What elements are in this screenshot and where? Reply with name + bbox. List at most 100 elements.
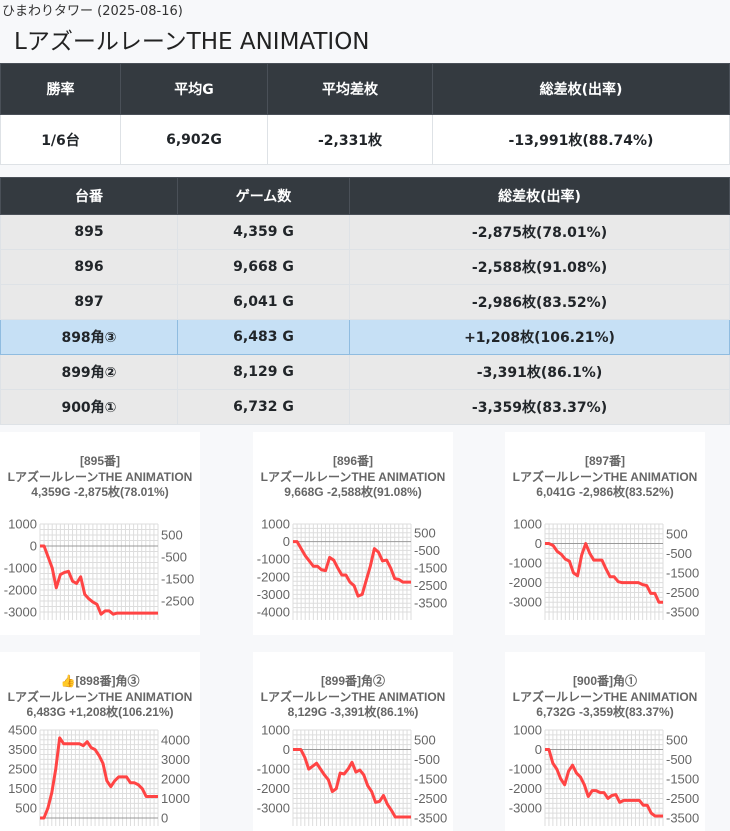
table-row[interactable]: 898角③ 6,483 G +1,208枚(106.21%) — [0, 319, 730, 355]
y-tick-label: -1500 — [161, 572, 194, 587]
diff: -2,986枚(83.52%) — [349, 284, 730, 320]
y-tick-label: 4000 — [161, 732, 190, 747]
chart-title-line: LアズールレーンTHE ANIMATION — [260, 469, 446, 484]
total-diff: -13,991枚(88.74%) — [432, 114, 730, 165]
chart-title-line: [900番]角① — [572, 674, 637, 688]
y-tick-label: 0 — [283, 742, 290, 757]
chart-title: [896番] LアズールレーンTHE ANIMATION 9,668G -2,588… — [253, 454, 453, 501]
chart-plot: 4500 4000 3500 3000 2500 2000 1500 1000 500 0 — [8, 723, 190, 826]
games: 8,129 G — [177, 354, 350, 390]
y-tick-label: -2000 — [4, 583, 37, 598]
y-tick-label: -2500 — [666, 585, 699, 600]
chart-title-line: LアズールレーンTHE ANIMATION — [512, 469, 698, 484]
y-tick-label: -1000 — [509, 762, 542, 777]
y-tick-label: -500 — [666, 546, 692, 561]
chart-plot: 1000 500 0 -500 -1000 -1500 -2000 -2500 -3000 — [4, 517, 194, 620]
machine-no: 898角③ — [0, 319, 178, 355]
y-tick-label: -3000 — [509, 595, 542, 610]
y-tick-label: -3500 — [666, 605, 699, 620]
summary-table: 勝率 平均G 平均差枚 総差枚(出率) 1/6台 6,902G -2,331枚 … — [0, 63, 730, 165]
diff: -3,359枚(83.37%) — [349, 389, 730, 425]
y-tick-label: -500 — [666, 752, 692, 767]
y-tick-label: 500 — [666, 526, 688, 541]
chart-plot: 1000 500 0 -500 -1000 -1500 -2000 -2500 -3000 -35… — [509, 723, 699, 826]
y-tick-label: 3000 — [161, 752, 190, 767]
y-tick-label: 1000 — [8, 517, 37, 532]
machine-no: 897 — [0, 284, 178, 320]
y-tick-label: 2000 — [161, 771, 190, 786]
y-tick-label: -1000 — [257, 762, 290, 777]
chart-title: 👍[898番]角③ LアズールレーンTHE ANIMATION 6,483G +1,… — [0, 674, 200, 721]
chart-title-line: LアズールレーンTHE ANIMATION — [7, 469, 193, 484]
y-tick-label: -1000 — [257, 552, 290, 567]
series-line — [40, 544, 158, 616]
y-tick-label: 4500 — [8, 723, 37, 738]
chart-card: [895番] LアズールレーンTHE ANIMATION 4,359G -2,875… — [0, 432, 200, 635]
y-tick-label: 500 — [414, 525, 436, 540]
chart-title-line: LアズールレーンTHE ANIMATION — [260, 689, 446, 704]
y-tick-label: -2000 — [509, 575, 542, 590]
y-tick-label: 1000 — [261, 517, 290, 532]
y-tick-label: -1500 — [414, 561, 447, 576]
chart-title-line: [899番]角② — [320, 674, 385, 688]
games: 6,732 G — [177, 389, 350, 425]
chart-title: [897番] LアズールレーンTHE ANIMATION 6,041G -2,986… — [505, 454, 705, 501]
chart-title-line: [895番] — [79, 454, 120, 468]
chart-title: [895番] LアズールレーンTHE ANIMATION 4,359G -2,875… — [0, 454, 200, 501]
y-tick-label: -3500 — [666, 811, 699, 826]
chart-plot: 1000 500 0 -500 -1000 -1500 -2000 -2500 -3000 -35… — [257, 723, 447, 826]
y-tick-label: -3000 — [257, 801, 290, 816]
header-avg-games: 平均G — [120, 63, 268, 115]
chart-title-line: [897番] — [584, 454, 625, 468]
chart-title-line: 8,129G -3,391枚(86.1%) — [287, 705, 419, 719]
chart-plot: 1000 500 0 -500 -1000 -1500 -2000 -2500 -3000 -35… — [509, 517, 699, 620]
header-win-rate: 勝率 — [0, 63, 121, 115]
chart-title: [899番]角② LアズールレーンTHE ANIMATION 8,129G -3,3… — [253, 674, 453, 721]
chart-plot: 1000 500 0 -500 -1000 -1500 -2000 -2500 -3000 -35… — [257, 517, 447, 620]
y-tick-label: 0 — [535, 536, 542, 551]
y-tick-label: -3500 — [414, 811, 447, 826]
avg-games: 6,902G — [120, 114, 268, 165]
chart-title-line: 6,483G +1,208枚(106.21%) — [26, 705, 174, 719]
y-tick-label: -3500 — [414, 596, 447, 611]
table-row[interactable]: 900角① 6,732 G -3,359枚(83.37%) — [0, 389, 730, 425]
games: 6,483 G — [177, 319, 350, 355]
header-diff: 総差枚(出率) — [349, 177, 730, 215]
games: 4,359 G — [177, 214, 350, 250]
table-row[interactable]: 896 9,668 G -2,588枚(91.08%) — [0, 249, 730, 285]
header-avg-diff: 平均差枚 — [267, 63, 433, 115]
table-row[interactable]: 895 4,359 G -2,875枚(78.01%) — [0, 214, 730, 250]
y-tick-label: -1500 — [666, 771, 699, 786]
y-tick-label: -2000 — [509, 781, 542, 796]
chart-title: [900番]角① LアズールレーンTHE ANIMATION 6,732G -3,3… — [505, 674, 705, 721]
y-tick-label: 2500 — [8, 762, 37, 777]
table-row[interactable]: 899角② 8,129 G -3,391枚(86.1%) — [0, 354, 730, 390]
machine-no: 896 — [0, 249, 178, 285]
header-total-diff: 総差枚(出率) — [432, 63, 730, 115]
series-line — [545, 542, 663, 604]
y-tick-label: 1000 — [513, 517, 542, 532]
y-tick-label: -500 — [414, 543, 440, 558]
chart-title-line: LアズールレーンTHE ANIMATION — [7, 689, 193, 704]
page-title: LアズールレーンTHE ANIMATION — [14, 29, 370, 55]
y-tick-label: 1000 — [513, 723, 542, 738]
table-row[interactable]: 897 6,041 G -2,986枚(83.52%) — [0, 284, 730, 320]
diff: -2,875枚(78.01%) — [349, 214, 730, 250]
y-tick-label: -3000 — [257, 587, 290, 602]
y-tick-label: 1000 — [161, 791, 190, 806]
store-date: ひまわりタワー (2025-08-16) — [2, 4, 183, 19]
y-tick-label: 0 — [30, 539, 37, 554]
chart-card: [897番] LアズールレーンTHE ANIMATION 6,041G -2,986… — [505, 432, 705, 635]
chart-title-line: 9,668G -2,588枚(91.08%) — [284, 485, 422, 499]
y-tick-label: -2500 — [414, 791, 447, 806]
chart-card: [899番]角② LアズールレーンTHE ANIMATION 8,129G -3,3… — [253, 652, 453, 831]
machine-no: 900角① — [0, 389, 178, 425]
machine-no: 895 — [0, 214, 178, 250]
y-tick-label: 3500 — [8, 742, 37, 757]
diff: -3,391枚(86.1%) — [349, 354, 730, 390]
avg-diff: -2,331枚 — [267, 114, 433, 165]
y-tick-label: 0 — [535, 742, 542, 757]
y-tick-label: -500 — [414, 752, 440, 767]
y-tick-label: 1000 — [261, 723, 290, 738]
machines-table: 台番 ゲーム数 総差枚(出率) 895 4,359 G -2,875枚(78.01%… — [0, 177, 730, 425]
